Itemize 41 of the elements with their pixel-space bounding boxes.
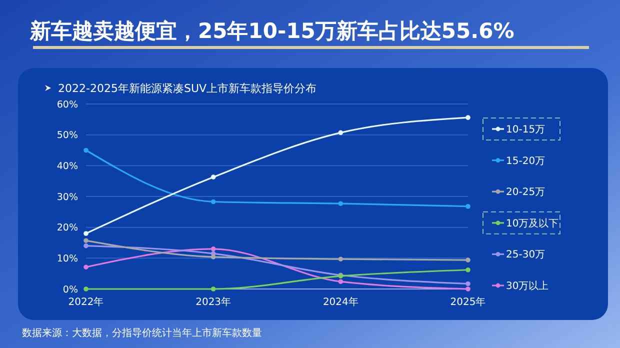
chart-subtitle: 2022-2025年新能源紧凑SUV上市新车款指导价分布 (58, 82, 317, 95)
x-tick-label: 2023年 (196, 296, 232, 308)
source-note: 数据来源：大数据，分指导价统计当年上市新车款数量 (22, 327, 262, 339)
point (338, 279, 344, 284)
legend-label: 20-25万 (506, 187, 546, 198)
point (210, 254, 216, 260)
point (84, 243, 88, 248)
y-tick-label: 20% (56, 222, 78, 234)
point (338, 256, 344, 262)
point (338, 130, 344, 136)
point (466, 204, 470, 209)
point (466, 258, 470, 262)
y-tick-label: 10% (56, 253, 78, 264)
point (466, 281, 470, 286)
chart-title: 新车越卖越便宜，25年10-15万新车占比达55.6% (29, 19, 514, 43)
point (210, 174, 216, 180)
y-tick-label: 40% (56, 160, 78, 172)
point (210, 286, 216, 292)
x-tick-label: 2024年 (322, 296, 358, 308)
point (466, 286, 470, 292)
y-tick-label: 30% (56, 192, 78, 203)
legend-label: 30万以上 (506, 280, 549, 292)
legend-label: 15-20万 (506, 156, 546, 167)
point (84, 238, 88, 243)
point (210, 246, 216, 252)
y-tick-label: 50% (56, 130, 78, 142)
point (84, 231, 88, 236)
point (466, 267, 470, 272)
y-tick-label: 0% (62, 284, 78, 296)
point (466, 115, 470, 120)
legend-label: 25-30万 (506, 250, 546, 261)
point (84, 264, 88, 270)
point (210, 199, 216, 204)
x-tick-label: 2022年 (68, 296, 104, 308)
legend-label: 10万及以下 (506, 217, 559, 230)
point (84, 286, 88, 292)
point (338, 201, 344, 206)
point (84, 148, 88, 153)
y-tick-label: 60% (56, 99, 78, 110)
legend-label: 10-15万 (506, 124, 546, 136)
x-tick-label: 2025年 (450, 296, 486, 308)
